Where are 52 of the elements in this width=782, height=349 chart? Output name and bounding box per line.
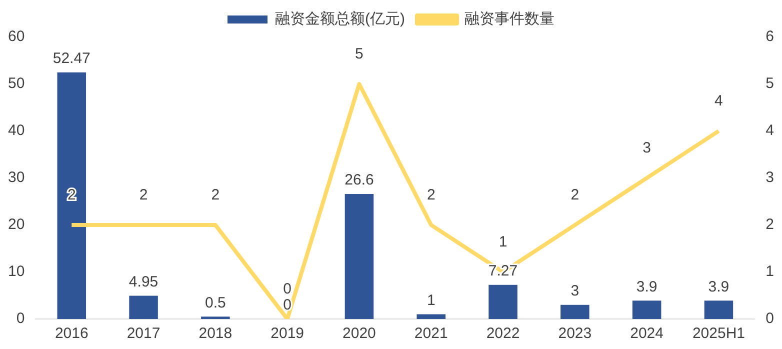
y2-tick-label: 2 [766,216,774,234]
y-tick-label: 60 [8,28,25,46]
data-label: 5 [355,46,364,63]
y-tick-label: 30 [8,169,25,186]
y2-tick-label: 5 [766,75,774,92]
data-label: 1 [426,292,436,309]
data-label: 2 [570,186,580,204]
data-label: 2 [426,186,436,204]
x-tick-label: 2025H1 [692,325,745,342]
bar [560,304,590,319]
data-label: 1 [498,234,508,251]
y-tick-label: 40 [8,122,25,140]
bar [632,300,662,319]
data-label: 3.9 [708,278,730,296]
data-label: 3 [642,140,651,157]
x-tick-label: 2024 [630,325,664,342]
data-label: 3 [570,282,580,300]
data-label: 0.5 [205,294,226,312]
x-tick-label: 2016 [54,325,88,342]
x-tick-label: 2017 [126,325,160,342]
x-tick-label: 2023 [558,325,592,342]
y2-tick-label: 3 [766,169,774,186]
x-tick-label: 2018 [198,325,232,342]
bar [488,284,518,319]
data-label: 0 [283,280,292,298]
bar [344,194,374,319]
y2-tick-label: 0 [766,310,774,328]
y-tick-label: 50 [8,75,25,92]
data-label: 52.47 [52,50,90,68]
bar [704,300,734,319]
data-label: 2 [139,186,148,204]
data-label: 4.95 [128,273,158,290]
x-tick-label: 2020 [342,325,376,342]
x-tick-label: 2021 [414,325,448,342]
data-label: 4 [714,92,723,110]
legend-label: 融资事件数量 [464,10,554,28]
y-tick-label: 0 [16,310,25,328]
y2-tick-label: 1 [766,263,774,280]
x-tick-label: 2019 [270,325,304,342]
bar [57,72,86,319]
data-label: 26.6 [344,172,374,189]
y-tick-label: 10 [8,263,25,280]
data-label: 3.9 [636,278,658,296]
x-tick-label: 2022 [486,325,520,342]
data-label: 2 [67,186,76,204]
data-label: 2 [211,186,220,204]
bar [416,314,446,319]
y-tick-label: 20 [8,216,25,234]
y2-tick-label: 6 [766,28,774,46]
legend-label: 融资金额总额(亿元) [275,10,406,28]
y2-tick-label: 4 [766,122,774,140]
bar [129,296,158,319]
